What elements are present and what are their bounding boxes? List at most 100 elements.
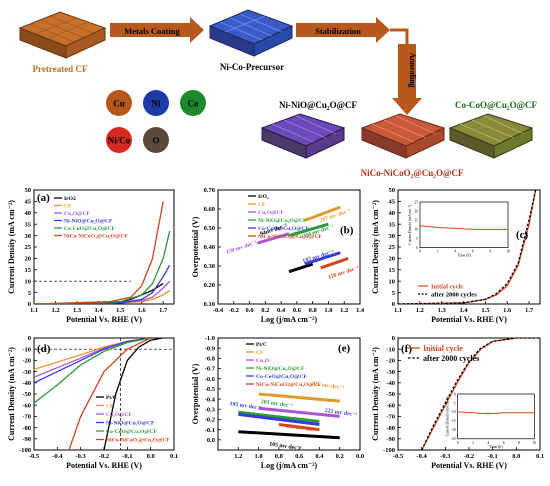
inset-y-tick-label: 15 — [414, 219, 418, 223]
chart-panel: 1.2 1.0 0.8 0.6 0.4 0.2 0.0 -1.0 -0.9 -0.8 -0.7 -0.… — [191, 335, 364, 470]
y-tick-label: 45 — [389, 199, 396, 206]
y-tick-label: 20 — [25, 256, 32, 263]
element-legend: Cu Ni Co Ni/Co O — [106, 90, 206, 153]
series-line — [421, 338, 540, 450]
y-tick-label: -80 — [22, 425, 31, 432]
y-tick-label: -60 — [22, 402, 31, 409]
y-tick-label: -10 — [22, 346, 31, 353]
x-tick-label: 1.6 — [503, 307, 512, 314]
x-tick-label: 1.7 — [159, 307, 168, 314]
legend-label: Ni-NiO@Cu₂O@CF — [106, 421, 155, 427]
x-tick-label: 1.7 — [525, 307, 534, 314]
y-tick-label: -0.2 — [205, 417, 215, 424]
y-tick-label: 10 — [389, 278, 396, 285]
product-ni-nio-block — [260, 113, 346, 159]
y-tick-label: -60 — [386, 402, 395, 409]
x-tick-label: 1.2 — [416, 307, 424, 314]
x-axis-label: Potential Vs. RHE (V) — [431, 315, 507, 324]
inset-x-tick-label: 6 — [503, 441, 505, 445]
y-tick-label: -0.8 — [205, 356, 216, 363]
y-tick-label: 15 — [25, 267, 32, 274]
series-line — [258, 392, 340, 403]
x-tick-label: 1.5 — [116, 307, 125, 314]
inset-x-tick-label: 8 — [518, 441, 520, 445]
x-tick-label: 0.0 — [147, 453, 155, 460]
arrow-metals-coating: Metals Coating — [110, 17, 204, 43]
x-tick-label: -0.4 — [52, 453, 63, 460]
inset-x-tick-label: 4 — [487, 441, 489, 445]
x-tick-label: 0.6 — [293, 307, 302, 314]
y-tick-label: 35 — [389, 221, 396, 228]
x-axis-label: Potential Vs. RHE (V) — [66, 315, 142, 324]
slope-annotation: 222 mv dec⁻¹ — [324, 408, 357, 418]
arrow-label-annealing: Annealing — [408, 52, 417, 87]
y-tick-label: -90 — [386, 436, 395, 443]
x-tick-label: 1.2 — [234, 453, 242, 460]
y-tick-label: -0.5 — [205, 386, 216, 393]
inset-y-tick-label: 20 — [414, 209, 418, 213]
arrow-label-metals-coating: Metals Coating — [124, 26, 180, 36]
x-tick-label: 1.1 — [30, 307, 38, 314]
product-co-coo-block — [448, 113, 534, 159]
y-tick-label: -40 — [386, 380, 395, 387]
inset-x-tick-label: 2 — [437, 250, 439, 254]
slope-annotation: 119 mv dec⁻¹ — [286, 424, 319, 434]
inset-plot: 0 2 4 6 8 10 -25 -20 -15 -10 -5 0 Time (h) Current De… — [446, 392, 537, 449]
panel-label: (d) — [37, 343, 51, 355]
y-axis-label: Overpotential (V) — [191, 216, 200, 277]
legend-label: CF — [106, 404, 114, 410]
chart-panel: -0.5 -0.4 -0.3 -0.2 -0.1 0.0 0.1 0 -10 -20 -30 -40 -… — [7, 335, 178, 470]
inset-y-tick-label: 0 — [454, 392, 456, 396]
legend-label: Ni-NiO@Cu₂O@CF — [256, 366, 305, 372]
panel-label: (f) — [401, 343, 412, 355]
inset-frame — [419, 201, 509, 248]
y-tick-label: -40 — [22, 380, 31, 387]
y-tick-label: 50 — [389, 187, 396, 194]
x-tick-label: 1.1 — [394, 307, 402, 314]
series-line — [34, 338, 151, 404]
inset-x-tick-label: 8 — [490, 250, 492, 254]
y-tick-label: -1.0 — [205, 335, 215, 342]
step-label-pretreated-cf: Pretreated CF — [33, 64, 88, 74]
y-tick-label: -20 — [386, 358, 395, 365]
inset-x-tick-label: 0 — [457, 441, 459, 445]
legend-label: Initial cycle — [431, 284, 463, 291]
series-line — [304, 251, 341, 266]
y-tick-label: 50 — [25, 187, 32, 194]
y-tick-label: -0.9 — [205, 345, 216, 352]
precursor-block — [208, 9, 294, 57]
series-line — [34, 338, 151, 384]
element-circle — [180, 90, 206, 116]
product-label-co-coo: Co-CoO@Cu₂O@CF — [455, 100, 537, 110]
y-tick-label: -100 — [19, 447, 31, 454]
series-line — [68, 338, 151, 450]
panel-label: (a) — [37, 192, 50, 204]
x-tick-label: -0.2 — [99, 453, 109, 460]
x-tick-label: 0.6 — [295, 453, 304, 460]
y-tick-label: -70 — [386, 414, 395, 421]
inset-y-axis-label: Current Density (mA cm⁻²) — [408, 204, 412, 245]
series-line — [34, 201, 164, 304]
arrow-label-stabilization: Stabilization — [315, 26, 361, 36]
y-tick-label: -30 — [386, 369, 395, 376]
legend-label: after 2000 cycles — [431, 292, 477, 299]
slope-annotation: 225 mv dec⁻¹ — [311, 381, 344, 391]
inset-x-tick-label: 10 — [533, 441, 537, 445]
series-line — [238, 410, 320, 423]
inset-x-tick-label: 10 — [506, 250, 510, 254]
y-tick-label: 30 — [25, 233, 32, 240]
x-tick-label: 1.4 — [459, 307, 468, 314]
x-tick-label: 0.1 — [536, 453, 544, 460]
y-tick-label: 20 — [389, 256, 396, 263]
product-label-nico: NiCo-NiCoO₂@Cu₂O@CF — [361, 168, 464, 178]
legend-label: Ni-NiO@Cu₂O@CF — [64, 219, 113, 225]
y-tick-label: -50 — [386, 391, 395, 398]
x-tick-label: -0.1 — [122, 453, 132, 460]
legend-label: Pt/C — [256, 342, 267, 348]
inset-x-tick-label: 6 — [472, 250, 474, 254]
y-axis-label: Current Density (mA cm⁻²) — [7, 200, 16, 294]
inset-y-tick-label: 0 — [416, 246, 418, 250]
y-tick-label: -0.4 — [205, 396, 216, 403]
legend-label: Co-CoO@Cu₂O@CF — [64, 226, 116, 232]
x-tick-label: 0.0 — [245, 307, 253, 314]
